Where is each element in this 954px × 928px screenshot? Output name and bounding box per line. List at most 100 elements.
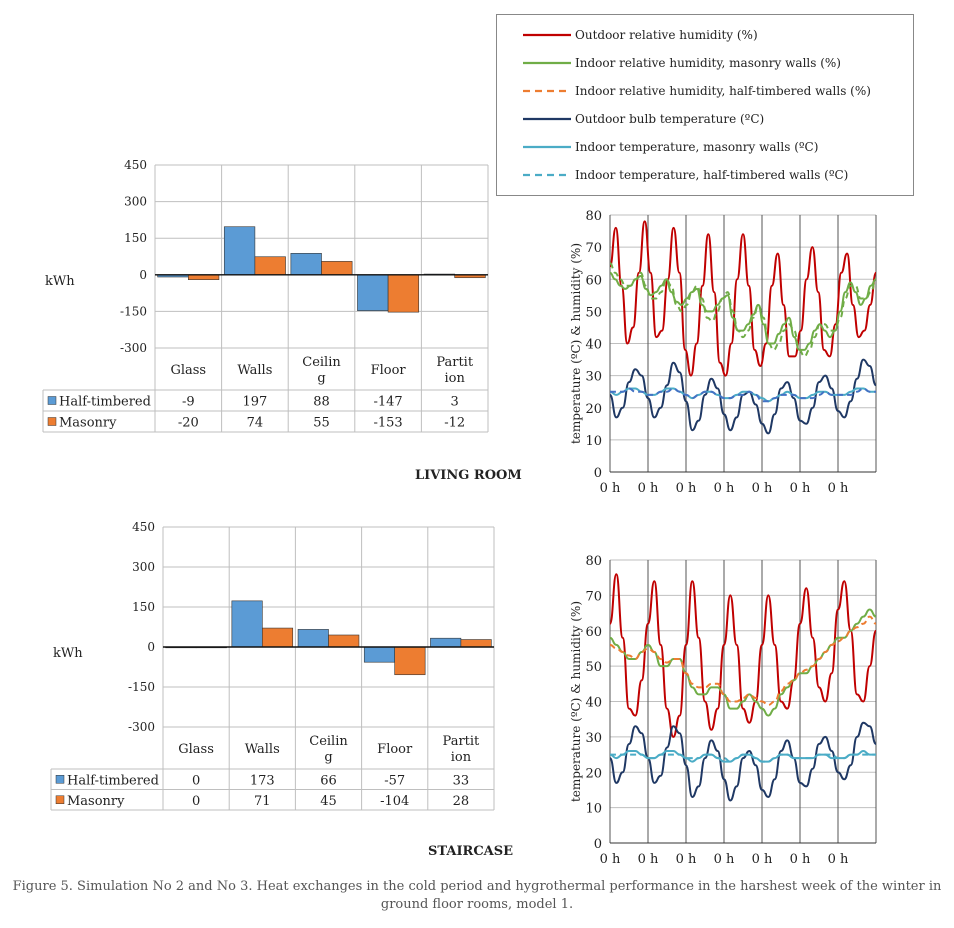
x-tick-label: 0 h [600,852,621,867]
legend-key [55,795,65,804]
y-tick-label: 0 [594,837,602,852]
bar [297,629,329,648]
series-line-indoor-temp-half-timbered [610,753,876,763]
bar [357,274,389,311]
bar [430,637,462,648]
category-label: Glass [178,742,214,757]
bar [290,253,322,276]
data-label: 3 [451,395,459,410]
line-chart-legend: Outdoor relative humidity (%) Indoor rela… [496,14,914,196]
series-line-indoor-temp-half-timbered [609,387,876,403]
data-label: 74 [247,416,264,431]
bar [188,274,220,280]
y-tick-label: 0 [147,640,155,654]
bar [254,256,286,276]
data-label: 28 [453,794,470,809]
x-tick-label: 0 h [828,481,849,496]
series-line-indoor-rh-masonry [609,271,877,351]
category-label: g [317,371,325,386]
y-tick-label: 80 [585,209,602,224]
y-axis-label: temperature (ºC) & humidity (%) [569,243,583,444]
category-label: ion [445,371,466,386]
y-tick-label: 50 [585,305,602,320]
data-label: 45 [320,794,337,809]
y-tick-label: 0 [594,466,602,481]
series-line-outdoor-rh [609,220,877,377]
y-tick-label: -300 [120,341,147,355]
y-axis-label: temperature (ºC) & humidity (%) [569,601,583,802]
room-label-living: LIVING ROOM [415,468,522,483]
y-tick-label: 70 [585,241,602,256]
x-tick-label: 0 h [714,852,735,867]
y-tick-label: 450 [132,520,155,534]
y-tick-label: 70 [585,589,602,604]
data-label: -9 [182,395,195,410]
data-label: -57 [384,773,405,788]
x-tick-label: 0 h [752,852,773,867]
series-line-outdoor-rh [609,573,877,738]
y-tick-label: 20 [585,402,602,417]
bar [394,646,426,676]
legend-label: Outdoor relative humidity (%) [575,28,758,42]
y-axis-label: kWh [53,646,83,661]
x-tick-label: 0 h [676,852,697,867]
category-label: Glass [170,363,206,378]
y-tick-label: 80 [585,554,602,569]
y-tick-label: 20 [585,766,602,781]
series-line-outdoor-temp [609,721,877,802]
legend-label: Indoor relative humidity, masonry walls … [575,56,841,70]
figure-caption: Figure 5. Simulation No 2 and No 3. Heat… [0,878,954,914]
bar [387,274,420,313]
data-label: 71 [254,794,271,809]
caption-line-1: Figure 5. Simulation No 2 and No 3. Heat… [12,879,942,894]
category-label: Floor [377,742,413,757]
caption-line-2: ground floor rooms, model 1. [380,897,574,912]
category-label: Walls [237,363,272,378]
series-name: Half-timbered [67,773,159,788]
category-label: ion [451,750,472,765]
data-label: 88 [313,395,330,410]
y-tick-label: 150 [132,600,155,614]
bar [328,634,360,648]
y-tick-label: 30 [585,731,602,746]
y-tick-label: -150 [120,304,147,318]
bar [460,639,492,648]
bar [363,646,395,663]
legend-label: Outdoor bulb temperature (ºC) [575,112,764,126]
y-tick-label: 150 [124,231,147,245]
data-label: -104 [380,794,409,809]
legend-label: Indoor temperature, half-timbered walls … [575,168,848,182]
legend-label: Indoor temperature, masonry walls (ºC) [575,140,818,154]
y-tick-label: -150 [128,680,155,694]
y-tick-label: 50 [585,660,602,675]
room-label-staircase: STAIRCASE [428,844,514,859]
series-line-outdoor-temp [609,358,877,435]
data-label: 0 [192,794,200,809]
data-label: -147 [373,395,402,410]
x-tick-label: 0 h [638,481,659,496]
y-tick-label: 60 [585,273,602,288]
category-label: Walls [245,742,280,757]
series-line-indoor-rh-half-timbered [609,262,877,358]
y-tick-label: 40 [585,338,602,353]
x-tick-label: 0 h [752,481,773,496]
series-name: Masonry [59,416,117,431]
data-label: 0 [192,773,200,788]
x-tick-label: 0 h [600,481,621,496]
bar [223,226,256,276]
y-tick-label: 10 [585,434,602,449]
x-tick-label: 0 h [676,481,697,496]
legend-key [47,417,57,426]
y-tick-label: 10 [585,802,602,817]
data-label: -12 [444,416,465,431]
x-tick-label: 0 h [828,852,849,867]
y-tick-label: 450 [124,158,147,172]
x-tick-label: 0 h [790,481,811,496]
series-name: Half-timbered [59,395,151,410]
y-axis-label: kWh [45,274,75,289]
category-label: Ceilin [309,734,348,749]
category-label: g [324,750,332,765]
